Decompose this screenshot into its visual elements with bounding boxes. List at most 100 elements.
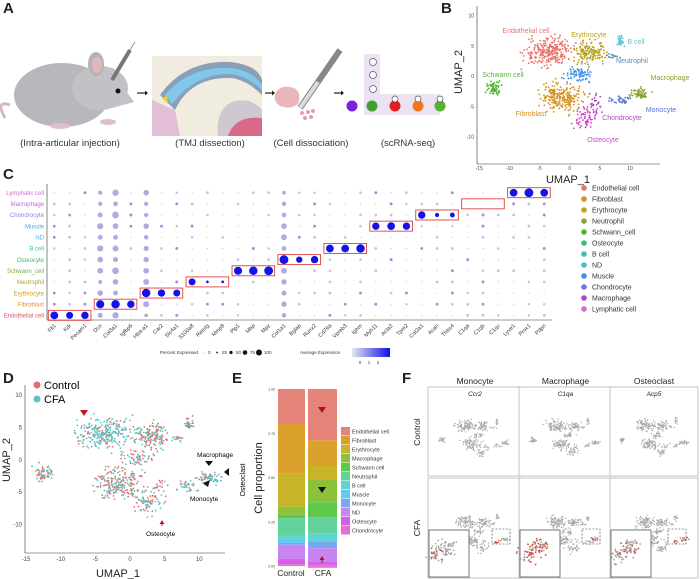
umap-point [564, 425, 567, 427]
umap-point [542, 54, 544, 57]
umap-point [586, 111, 589, 114]
umap-point [479, 533, 482, 535]
umap-point [591, 98, 594, 101]
umap-point [620, 439, 623, 442]
umap-point [463, 420, 466, 422]
umap-point [631, 94, 634, 97]
umap-point [484, 541, 487, 543]
umap-point [497, 89, 500, 92]
umap-point [465, 444, 467, 446]
umap-point [559, 520, 562, 523]
umap-point [669, 442, 671, 445]
umap-point [640, 517, 643, 520]
umap-point [569, 433, 571, 436]
umap-point [675, 520, 678, 522]
umap-point [569, 530, 572, 532]
umap-point [538, 56, 541, 59]
dot-lymphatic-cell-igfbp6 [130, 192, 132, 194]
umap-point [563, 90, 566, 93]
umap-point [559, 443, 561, 446]
inset-point [545, 547, 548, 550]
umap-point [540, 66, 543, 69]
umap-point [552, 525, 555, 527]
cluster-label: Muscle [570, 70, 592, 77]
umap-point [520, 68, 523, 71]
cluster-label: Neutrophil [616, 58, 648, 65]
umap-point [579, 46, 581, 49]
umap-point [470, 536, 473, 539]
umap-point [665, 549, 667, 551]
umap-point [661, 550, 663, 553]
umap-point [482, 550, 484, 553]
umap-point [645, 443, 647, 445]
umap-point [608, 100, 611, 102]
inset-point [447, 552, 450, 554]
dot-nd-thbs4 [451, 236, 453, 238]
umap-point [576, 49, 578, 52]
umap-point [569, 87, 572, 90]
umap-point [640, 443, 643, 445]
umap-point [458, 419, 461, 422]
umap-point [544, 100, 547, 102]
umap-point [530, 41, 533, 44]
inset-point [622, 545, 625, 548]
row-label-cfa: CFA [412, 519, 422, 536]
umap-point [542, 83, 545, 86]
umap-point [570, 99, 573, 102]
umap-point [636, 426, 638, 429]
umap-point [590, 537, 592, 539]
dot-muscle-bglap [298, 225, 300, 227]
umap-point [649, 443, 651, 445]
umap-point [551, 85, 554, 87]
umap-point [568, 531, 571, 534]
umap-point [630, 91, 633, 94]
inset-point [437, 539, 439, 542]
umap-point [578, 123, 580, 126]
inset-point [447, 544, 450, 547]
umap-point [578, 52, 581, 55]
umap-point [647, 517, 649, 520]
dot-lymphatic-cell-bglap [298, 191, 301, 194]
umap-point [554, 101, 557, 103]
dot-muscle-dcn [97, 223, 104, 230]
umap-point [580, 62, 583, 65]
umap-point [667, 423, 669, 425]
inset-point [435, 557, 438, 560]
dot-macrophage-cd79a [328, 202, 332, 206]
umap-point [652, 531, 654, 534]
umap-point [481, 450, 483, 453]
dot-chondrocyte-flt1 [53, 213, 56, 217]
umap-point [652, 545, 654, 547]
inset-point [537, 542, 540, 545]
umap-point [557, 40, 560, 43]
umap-point [488, 447, 490, 449]
umap-point [482, 434, 484, 436]
column-title: Osteoclast [634, 376, 675, 386]
umap-point [602, 46, 605, 49]
umap-point [478, 449, 481, 451]
umap-point [589, 126, 592, 128]
umap-point [597, 48, 600, 51]
inset-point [523, 559, 526, 562]
dot-macrophage-col3a1 [113, 201, 118, 207]
umap-point [560, 523, 563, 525]
umap-point [572, 109, 575, 112]
umap-point [534, 440, 536, 443]
umap-point [644, 438, 646, 441]
umap-point [587, 423, 589, 425]
umap-point [464, 518, 467, 521]
umap-point [560, 51, 563, 54]
umap-point [458, 521, 460, 523]
umap-point [641, 439, 644, 441]
umap-point [487, 84, 490, 87]
umap-point [685, 443, 688, 446]
inset-point [523, 556, 526, 559]
umap-point [460, 526, 463, 528]
umap-point [464, 520, 467, 523]
inset-point [627, 544, 629, 547]
umap-point [657, 426, 659, 429]
umap-point [567, 446, 570, 448]
umap-point [567, 444, 569, 446]
umap-point [571, 450, 573, 453]
umap-point [552, 55, 555, 58]
